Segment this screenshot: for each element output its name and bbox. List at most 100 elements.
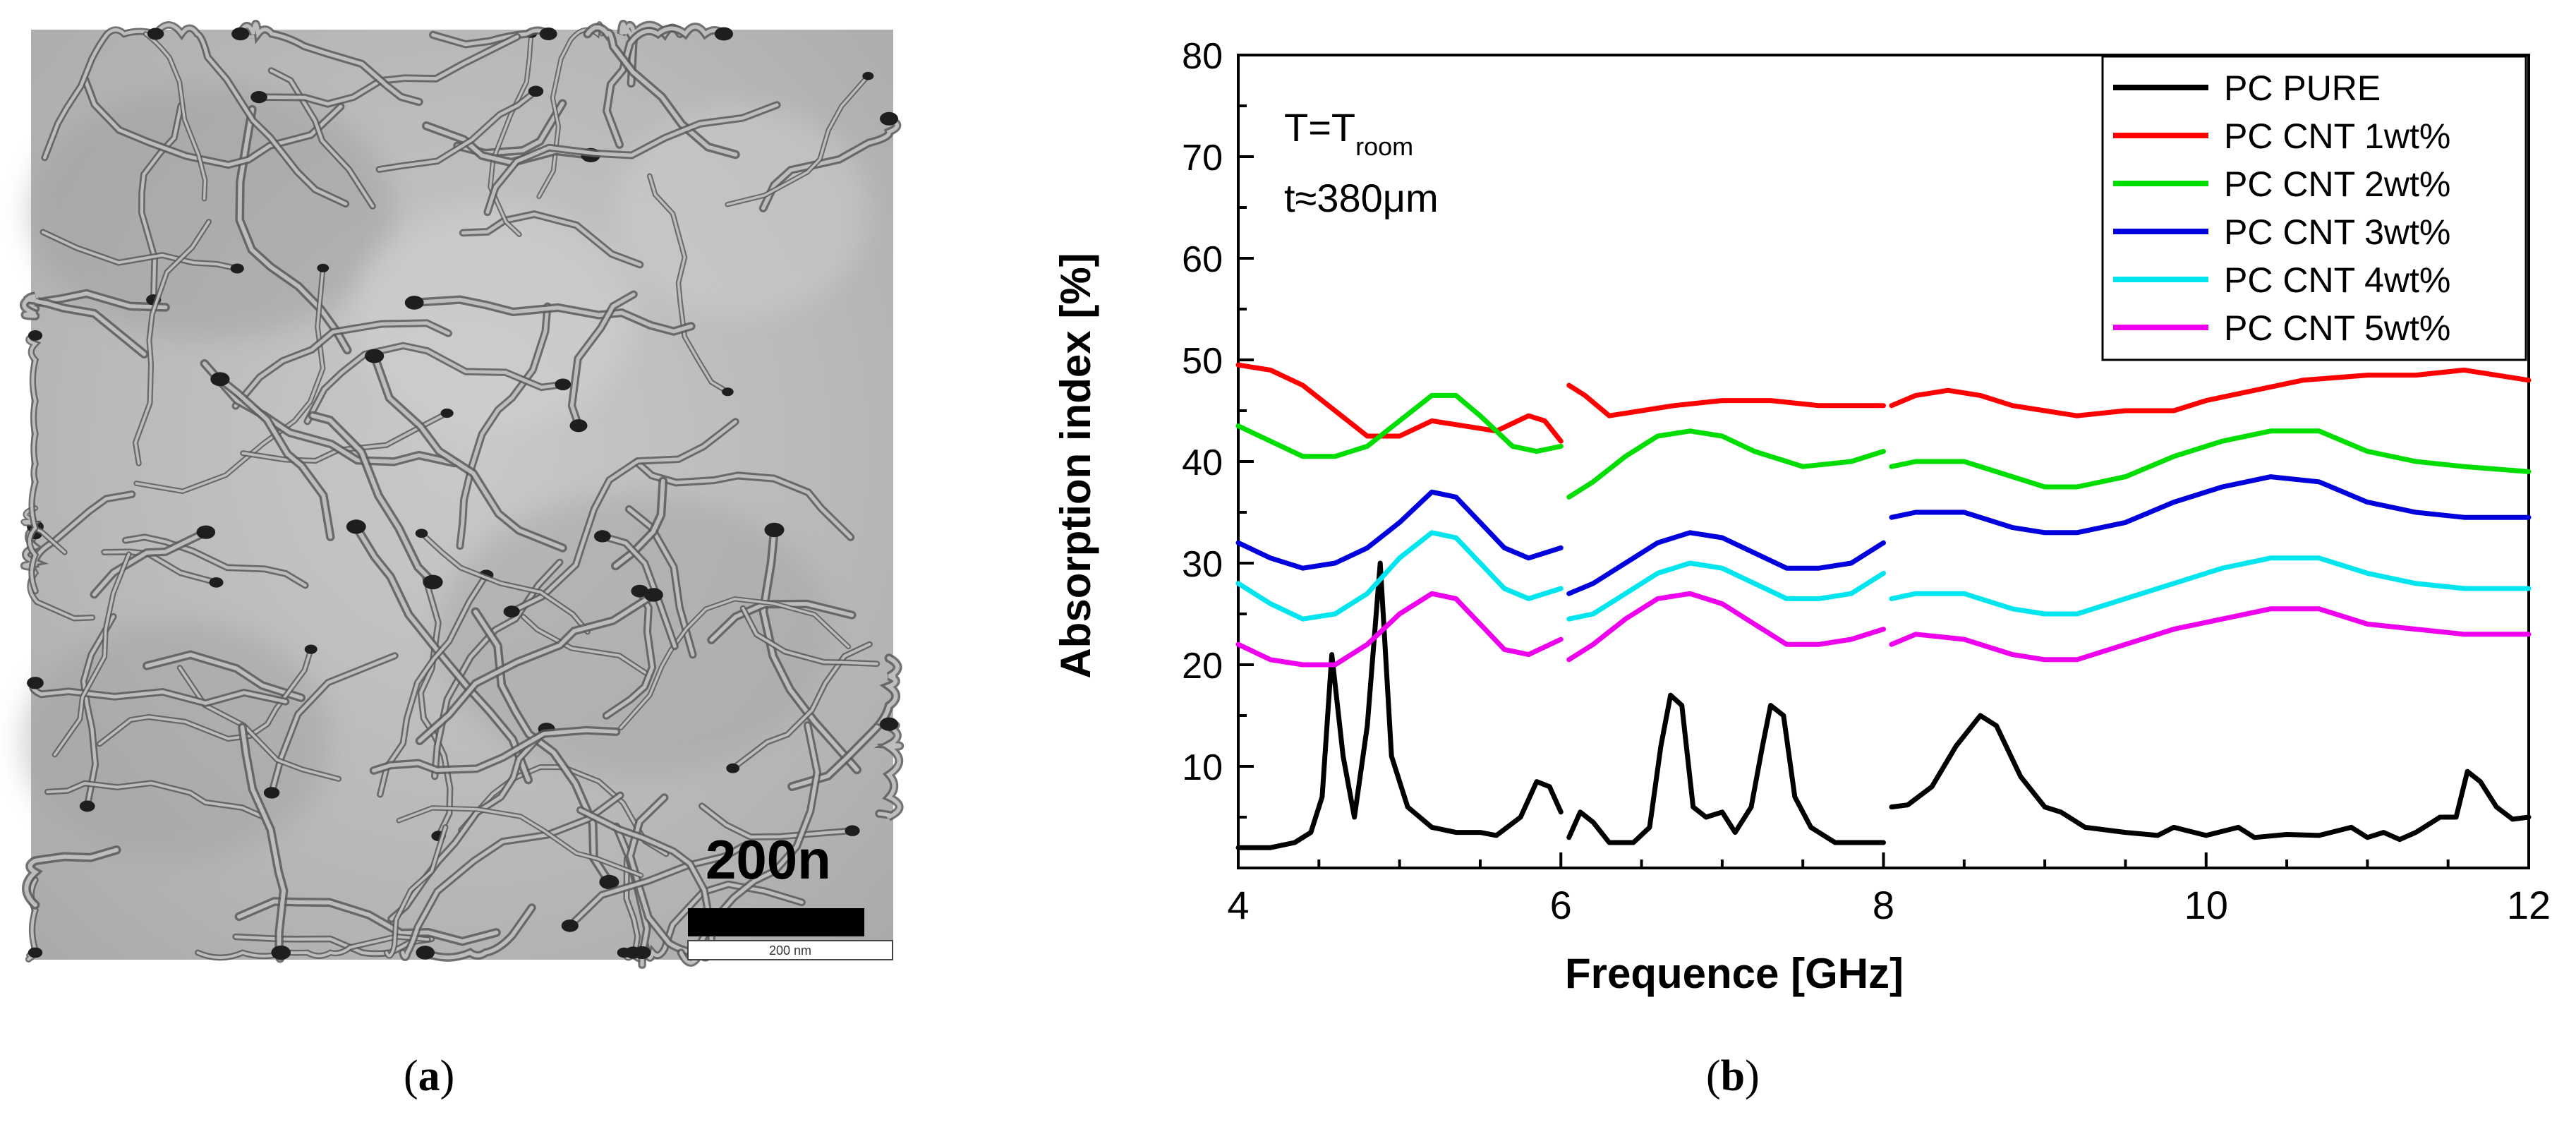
catalyst-particle	[28, 947, 43, 958]
nanotube-core	[790, 656, 900, 789]
catalyst-particle	[633, 946, 651, 960]
series-line-segment	[1235, 362, 1564, 444]
nanotube-core	[53, 553, 131, 756]
scale-bar-small-label: 200 nm	[769, 943, 811, 958]
nanotube-core	[270, 68, 375, 208]
nanotube-core	[412, 297, 694, 334]
nanotube-core	[461, 212, 642, 267]
nanotube-core	[46, 781, 262, 818]
series-line-segment	[1235, 530, 1564, 622]
nanotube-core	[700, 804, 854, 839]
series-line-segment	[1566, 591, 1886, 663]
catalyst-particle	[231, 27, 250, 41]
legend-label: PC CNT 3wt%	[2224, 212, 2450, 252]
series-line-segment	[1235, 591, 1564, 668]
nanotube-core	[218, 377, 333, 539]
catalyst-particle	[263, 787, 280, 799]
nanotube-core	[310, 414, 435, 584]
catalyst-particle	[317, 263, 329, 272]
nanotube-core	[353, 524, 531, 782]
scale-bar	[688, 908, 864, 936]
y-tick-label: 20	[1182, 646, 1223, 687]
y-tick-label: 70	[1182, 138, 1223, 179]
nanotube-core	[761, 116, 900, 210]
panel-a-caption: (a)	[404, 1052, 455, 1100]
legend-label: PC CNT 5wt%	[2224, 308, 2450, 348]
nanotube-core	[372, 354, 565, 550]
nanotube-core	[627, 507, 695, 657]
catalyst-particle	[210, 372, 230, 387]
series-cnt2	[1235, 392, 2532, 500]
catalyst-particle	[365, 349, 385, 363]
nanotube-core	[41, 230, 239, 270]
y-axis-label: Absorption index [%]	[1052, 253, 1099, 678]
scale-bar-label-box	[687, 940, 893, 960]
nanotube-core	[123, 536, 307, 587]
nanotube-core	[458, 304, 550, 548]
nanotube-core	[489, 32, 533, 236]
x-tick-label: 12	[2507, 883, 2551, 927]
series-line-segment	[1235, 392, 1564, 459]
panel-b-caption: (b)	[1706, 1052, 1760, 1100]
series-cnt3	[1235, 474, 2532, 596]
nanotube-core	[202, 361, 456, 465]
nanotube-core	[635, 461, 853, 539]
legend: PC PURE PC CNT 1wt% PC CNT 2wt% PC CNT 3wt%…	[2101, 55, 2527, 361]
nanotube-core	[306, 344, 565, 423]
series-cnt1	[1235, 362, 2532, 444]
catalyst-particle	[404, 296, 424, 310]
catalyst-particle	[561, 919, 579, 932]
panel-a-label: a	[418, 1052, 440, 1100]
nanotube-core	[731, 643, 871, 770]
catalyst-particle	[346, 519, 366, 534]
panel-a: 200 nm 200n (a)	[0, 0, 917, 1134]
nanotube-core	[473, 610, 612, 884]
catalyst-particle	[415, 529, 428, 538]
catalyst-particle	[539, 28, 557, 40]
nanotube-core	[761, 528, 859, 772]
series-pure	[1235, 560, 2532, 850]
catalyst-particle	[714, 27, 733, 41]
series-line-segment	[1889, 555, 2532, 617]
series-line-segment	[1889, 713, 2532, 843]
nanotube-core	[485, 103, 779, 215]
nanotube-core	[389, 727, 549, 921]
nanotube-core	[377, 90, 538, 171]
series-line-segment	[1566, 530, 1886, 596]
nanotube-core	[418, 593, 656, 743]
series-line-segment	[1566, 692, 1886, 845]
nanotube-core	[397, 807, 643, 877]
x-axis-label: Frequence [GHz]	[1565, 950, 1904, 997]
series-cnt4	[1235, 530, 2532, 622]
catalyst-particle	[631, 584, 648, 598]
legend-label: PC CNT 4wt%	[2224, 260, 2450, 300]
catalyst-particle	[271, 945, 291, 960]
series-line-segment	[1889, 606, 2532, 663]
annotation-temperature-sub: room	[1355, 132, 1413, 161]
catalyst-particle	[147, 28, 164, 40]
catalyst-particle	[230, 263, 244, 274]
catalyst-particle	[643, 588, 663, 602]
catalyst-particle	[862, 71, 874, 80]
nanotube-core	[648, 174, 730, 394]
series-line-segment	[1566, 428, 1886, 500]
nanotube-core	[31, 681, 288, 706]
y-tick-label: 60	[1182, 239, 1223, 280]
catalyst-particle	[880, 111, 898, 126]
annotation-temperature-main: T=T	[1284, 105, 1355, 150]
catalyst-particle	[722, 387, 734, 397]
x-tick-label: 6	[1550, 883, 1572, 927]
nanotube-core	[145, 652, 303, 700]
series-line-segment	[1566, 560, 1886, 622]
nanotube-core	[631, 882, 804, 960]
nanotube-core	[24, 848, 119, 907]
series-line-segment	[1889, 428, 2532, 490]
nanotube-core	[509, 420, 737, 614]
nanotube-core	[742, 607, 878, 665]
legend-label: PC PURE	[2224, 68, 2381, 108]
y-tick-label: 40	[1182, 442, 1223, 483]
catalyst-particle	[440, 408, 454, 418]
legend-label: PC CNT 1wt%	[2224, 116, 2450, 156]
nanotube-core	[613, 478, 665, 568]
